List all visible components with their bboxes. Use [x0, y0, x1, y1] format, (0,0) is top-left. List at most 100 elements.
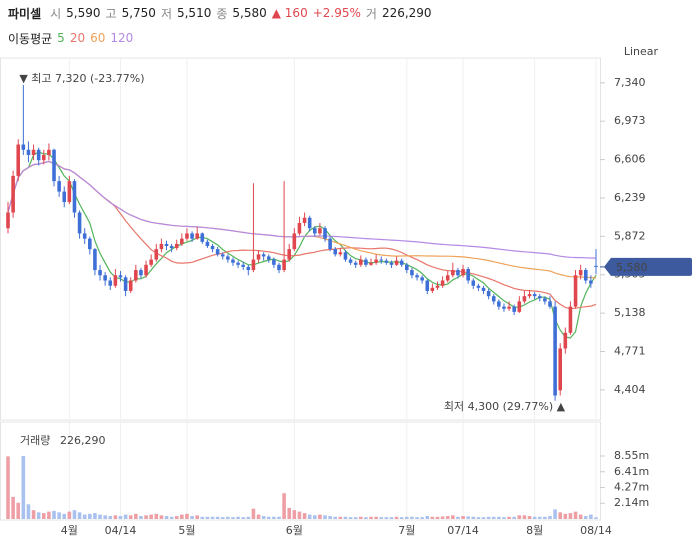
volume-tick-label: 6.41m [614, 465, 649, 478]
volume-bar [88, 513, 92, 519]
candle-body [307, 217, 312, 229]
volume-bar [333, 516, 338, 519]
candle-body [399, 260, 404, 265]
candle-body [241, 264, 245, 267]
candle-body [174, 243, 179, 249]
candle-body [451, 270, 455, 276]
volume-tick-label: 8.55m [614, 449, 649, 462]
candle-body [62, 191, 67, 203]
candle-body [210, 245, 215, 250]
candle-body [512, 306, 516, 312]
volume-bar [374, 516, 378, 519]
volume-bar [292, 510, 297, 519]
field-label: 시 [50, 6, 62, 21]
ma-period: 60 [90, 31, 106, 45]
volume-bar [241, 517, 245, 519]
x-tick-label: 7월 [398, 524, 415, 537]
candle-body [415, 275, 419, 278]
field-label: 저 [160, 6, 172, 21]
volume-bar [451, 515, 455, 519]
y-tick-label: 4,404 [614, 383, 646, 396]
volume-bar [543, 516, 547, 519]
candle-body [220, 254, 225, 257]
candle-body [42, 154, 46, 161]
candle-body [374, 259, 378, 263]
candle-body [568, 306, 573, 333]
candle-body [88, 238, 92, 250]
candle-body [389, 262, 394, 265]
volume-bar [195, 515, 199, 519]
y-tick-label: 6,239 [614, 191, 646, 204]
candle-body [139, 270, 143, 276]
ma-label: 이동평균 [8, 31, 53, 46]
volume-bar [185, 513, 189, 519]
candle-body [491, 296, 496, 302]
candle-body [583, 270, 588, 281]
volume-bar [246, 516, 251, 519]
x-tick-label: 6월 [286, 524, 303, 537]
candle-body [231, 259, 235, 263]
candle-body [26, 149, 31, 155]
volume-bar [62, 513, 67, 519]
volume-bar [502, 517, 506, 519]
volume-bar [430, 516, 435, 519]
volume-bar [77, 512, 82, 519]
volume-bar [445, 516, 450, 519]
volume-bar [481, 517, 486, 519]
candle-body [246, 266, 251, 271]
candle-body [405, 264, 409, 271]
volume-bar [573, 511, 578, 519]
candle-body [261, 254, 266, 257]
volume-bar [154, 513, 159, 519]
volume-bar [26, 504, 31, 519]
volume-bar [364, 517, 368, 519]
volume-bar [98, 514, 102, 519]
volume-bar [169, 516, 174, 519]
volume-bar [297, 511, 302, 519]
x-tick-label: 8월 [526, 524, 543, 537]
candle-body [169, 245, 174, 249]
volume-bar [497, 516, 501, 519]
candle-body [435, 285, 440, 288]
volume-bar [415, 517, 419, 519]
x-tick-label: 04/14 [105, 524, 137, 537]
volume-bar [134, 513, 138, 519]
price-tag-box [604, 257, 692, 276]
volume-bar [128, 515, 133, 519]
candle-body [47, 149, 51, 155]
candle-body [277, 264, 281, 271]
candle-body [297, 222, 302, 234]
candle-body [200, 233, 205, 242]
candle-body [318, 228, 322, 234]
candle-body [215, 249, 220, 255]
price-tag-label: 5,580 [616, 261, 648, 274]
candle-body [543, 298, 547, 302]
volume-bar [190, 516, 194, 519]
volume-bar [512, 516, 516, 519]
candle-body [159, 243, 164, 250]
x-tick-label: 08/14 [580, 524, 612, 537]
x-tick-label: 4월 [61, 524, 78, 537]
volume-bar [16, 502, 21, 519]
volume-bar [180, 514, 184, 519]
volume-bar [144, 515, 148, 519]
candle-body [149, 259, 153, 265]
candle-body [312, 228, 317, 234]
candle-body [36, 149, 41, 161]
candle-body [123, 277, 128, 291]
volume-bar [226, 516, 230, 519]
change: ▲ 160 [271, 6, 308, 20]
volume-bar [312, 515, 317, 519]
candle-body [507, 306, 511, 309]
y-tick-label: 7,340 [614, 76, 646, 89]
candle-body [384, 260, 389, 263]
volume-bar [31, 510, 36, 519]
candle-body [52, 149, 56, 182]
plot-frame [0, 57, 601, 421]
candle-body [180, 238, 184, 244]
candle-body [476, 285, 481, 288]
candle-body [82, 233, 87, 239]
volume-bar [389, 517, 394, 519]
volume-bar [220, 517, 225, 519]
volume-bar [589, 514, 593, 519]
